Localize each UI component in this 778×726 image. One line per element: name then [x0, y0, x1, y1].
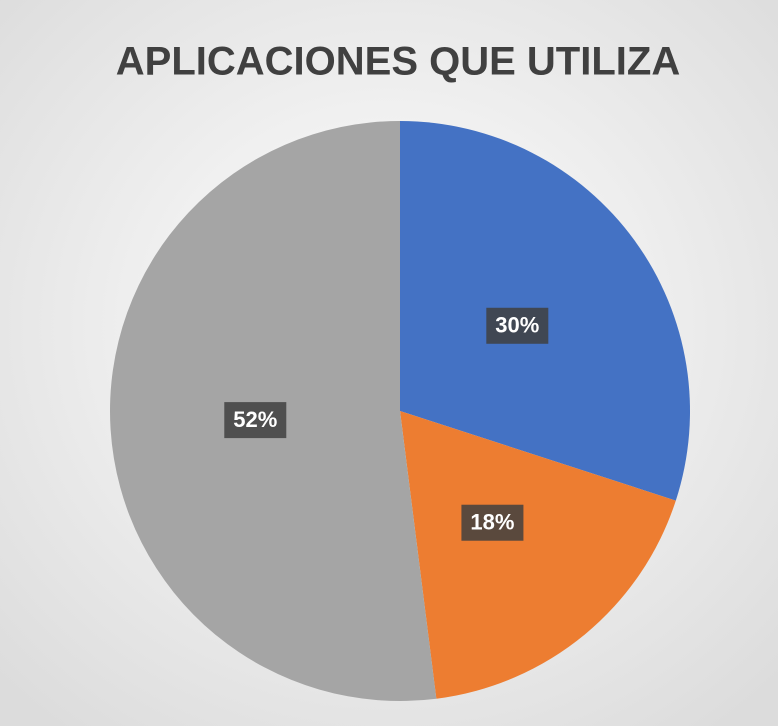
data-label: 18% [470, 510, 514, 535]
data-labels: 30% 18% 52% [224, 307, 549, 541]
pie-slice [400, 411, 676, 699]
data-label-box [461, 504, 524, 541]
data-label: 30% [495, 313, 539, 338]
chart-title: APLICACIONES QUE UTILIZA [116, 40, 680, 84]
pie [110, 121, 690, 701]
data-label-box [486, 307, 549, 344]
data-label: 52% [233, 407, 277, 432]
data-label-box [224, 402, 287, 439]
